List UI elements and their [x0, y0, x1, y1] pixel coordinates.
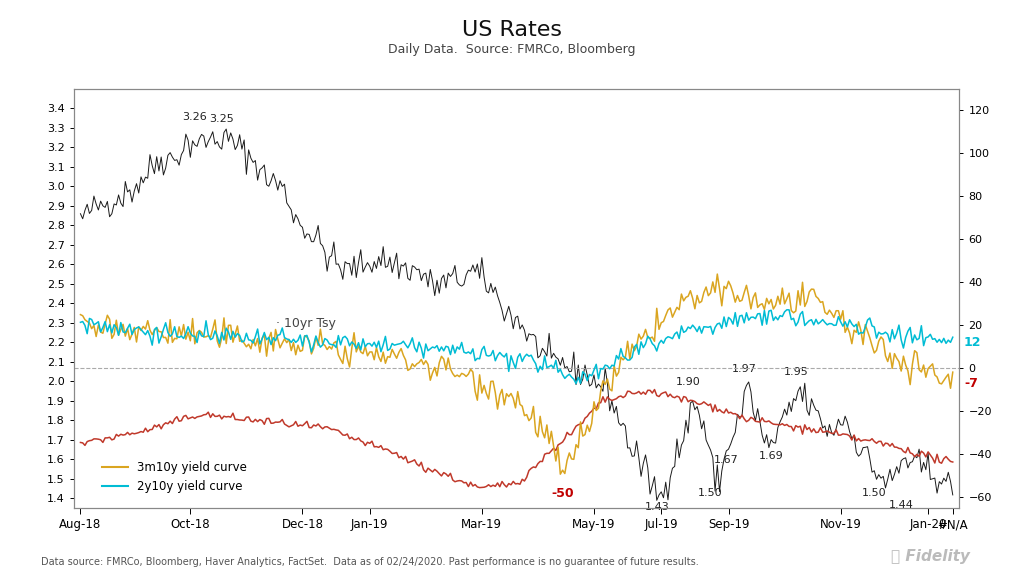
- Text: -50: -50: [551, 487, 573, 499]
- Text: 1.50: 1.50: [862, 488, 887, 498]
- Text: 3.26: 3.26: [182, 112, 207, 122]
- Text: 1.50: 1.50: [698, 488, 723, 498]
- Text: 1.69: 1.69: [759, 451, 783, 461]
- Text: 3.25: 3.25: [209, 114, 234, 124]
- Text: Daily Data.  Source: FMRCo, Bloomberg: Daily Data. Source: FMRCo, Bloomberg: [388, 43, 636, 56]
- Text: 1.90: 1.90: [676, 377, 700, 387]
- Text: Ⓛ Fidelity: Ⓛ Fidelity: [891, 549, 970, 564]
- Text: 1.44: 1.44: [889, 500, 913, 510]
- Text: 1.95: 1.95: [783, 367, 808, 378]
- Text: US Rates: US Rates: [462, 20, 562, 40]
- Text: 12: 12: [964, 336, 981, 349]
- Legend: 3m10y yield curve, 2y10y yield curve: 3m10y yield curve, 2y10y yield curve: [97, 456, 252, 498]
- Text: 1.97: 1.97: [732, 363, 757, 374]
- Text: 1.43: 1.43: [644, 502, 669, 512]
- Text: 1.67: 1.67: [714, 455, 738, 465]
- Text: -7: -7: [964, 377, 978, 390]
- Text: · 10yr Tsy: · 10yr Tsy: [275, 317, 336, 329]
- Text: Data source: FMRCo, Bloomberg, Haver Analytics, FactSet.  Data as of 02/24/2020.: Data source: FMRCo, Bloomberg, Haver Ana…: [41, 557, 698, 567]
